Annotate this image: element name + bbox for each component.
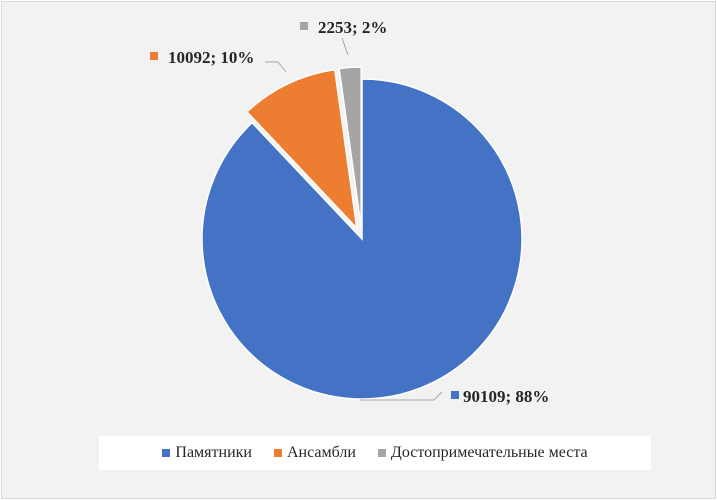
legend: Памятники Ансамбли Достопримечательные м… — [99, 436, 651, 470]
data-label-swatch-pamyatniki — [451, 391, 459, 399]
legend-label-dostoprimechatelnye-mesta: Достопримечательные места — [390, 444, 588, 461]
legend-swatch-ansambli — [273, 449, 282, 457]
data-label-swatch-dostoprimechatelnye-mesta — [300, 22, 308, 30]
pie-slice-pamyatniki — [201, 78, 523, 400]
data-label-pamyatniki: 90109; 88% — [463, 387, 549, 406]
pie-slice-dostoprimechatelnye-mesta — [338, 66, 362, 228]
legend-item-ansambli: Ансамбли — [273, 444, 356, 462]
leader-line-pamyatniki — [360, 391, 443, 401]
legend-item-pamyatniki: Памятники — [162, 444, 252, 462]
leader-line-dostoprimechatelnye-mesta — [341, 37, 349, 56]
legend-swatch-dostoprimechatelnye-mesta — [377, 449, 386, 457]
data-label-swatch-ansambli — [150, 52, 158, 60]
legend-label-pamyatniki: Памятники — [175, 444, 252, 461]
legend-swatch-pamyatniki — [162, 449, 171, 457]
data-label-dostoprimechatelnye-mesta: 2253; 2% — [318, 18, 387, 37]
leader-line-ansambli — [265, 61, 287, 73]
pie-slice-ansambli — [245, 68, 358, 231]
data-label-ansambli: 10092; 10% — [168, 48, 254, 67]
legend-label-ansambli: Ансамбли — [286, 444, 356, 461]
legend-item-dostoprimechatelnye-mesta: Достопримечательные места — [377, 444, 588, 462]
